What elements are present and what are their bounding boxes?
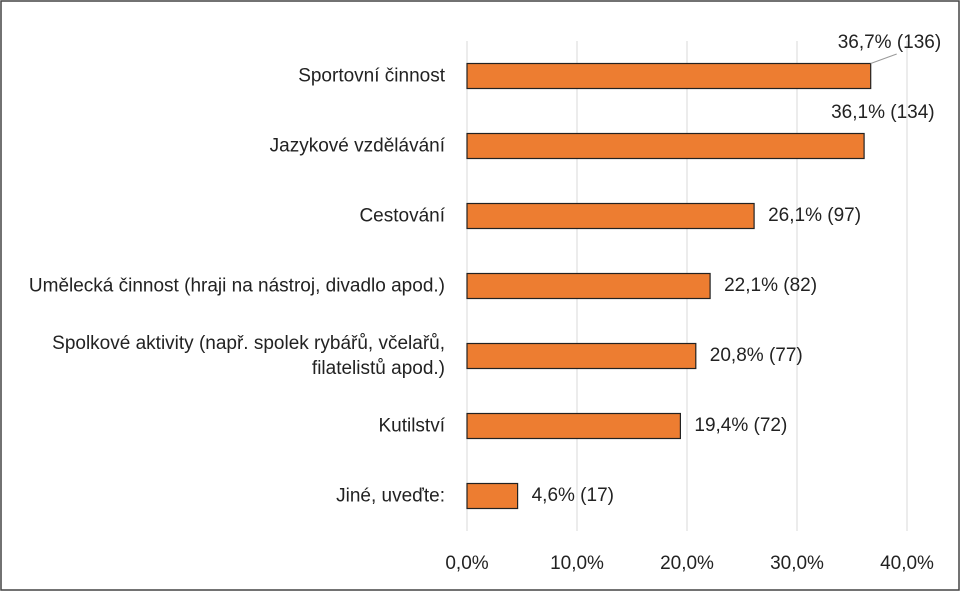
category-label: Cestování bbox=[359, 205, 445, 227]
bar bbox=[466, 132, 865, 160]
x-tick-label: 10,0% bbox=[550, 553, 604, 574]
bar bbox=[466, 342, 697, 370]
bar bbox=[466, 202, 755, 230]
bar bbox=[466, 412, 681, 440]
leader-line bbox=[870, 53, 897, 64]
x-tick-label: 0,0% bbox=[445, 553, 488, 574]
bar bbox=[466, 482, 519, 510]
category-label: Kutilství bbox=[378, 415, 445, 437]
category-label: Sportovní činnost bbox=[298, 65, 445, 87]
x-tick-label: 20,0% bbox=[660, 553, 714, 574]
data-label: 4,6% (17) bbox=[532, 485, 614, 506]
data-label: 19,4% (72) bbox=[694, 415, 787, 436]
category-label: Spolkové aktivity (např. spolek rybářů, … bbox=[52, 333, 445, 379]
data-label: 36,7% (136) bbox=[838, 32, 942, 53]
x-tick-label: 40,0% bbox=[880, 553, 934, 574]
data-label: 20,8% (77) bbox=[710, 345, 803, 366]
data-label: 22,1% (82) bbox=[724, 275, 817, 296]
bar bbox=[466, 272, 711, 300]
bar bbox=[466, 62, 872, 90]
category-label: Umělecká činnost (hraji na nástroj, diva… bbox=[28, 275, 445, 297]
x-tick-label: 30,0% bbox=[770, 553, 824, 574]
category-label: Jazykové vzdělávání bbox=[269, 135, 445, 157]
data-label: 26,1% (97) bbox=[768, 205, 861, 226]
category-label: Jiné, uveďte: bbox=[336, 485, 445, 507]
data-label: 36,1% (134) bbox=[831, 102, 935, 123]
